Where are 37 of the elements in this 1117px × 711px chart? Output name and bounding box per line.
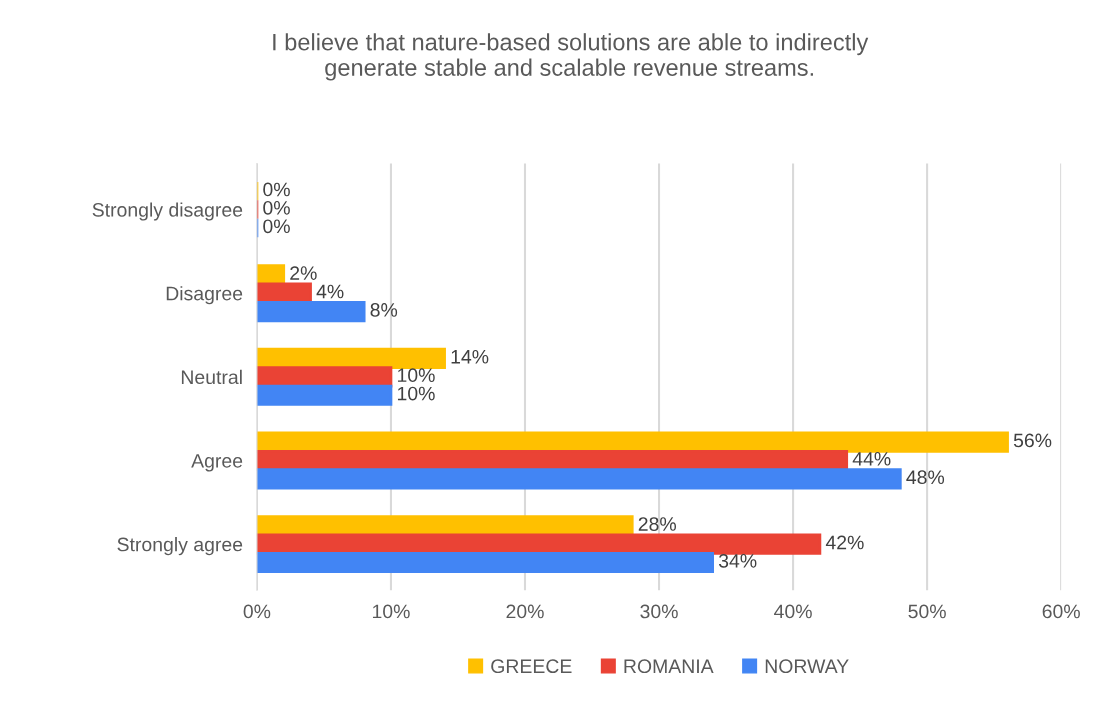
x-tick-label: 20% bbox=[506, 604, 544, 619]
data-label: 56% bbox=[1013, 433, 1052, 448]
data-label: 4% bbox=[316, 284, 344, 299]
data-label: 2% bbox=[290, 266, 317, 280]
data-label: 10% bbox=[397, 386, 435, 401]
data-label: 28% bbox=[638, 517, 676, 531]
data-label: 34% bbox=[718, 553, 757, 568]
data-label: 42% bbox=[825, 535, 864, 550]
data-label: 8% bbox=[370, 303, 398, 317]
legend-label: NORWAY bbox=[765, 659, 849, 674]
y-tick-label: Strongly agree bbox=[117, 537, 243, 556]
legend-label: GREECE bbox=[491, 659, 572, 674]
x-tick-label: 60% bbox=[1042, 604, 1080, 619]
bar bbox=[256, 551, 715, 574]
data-label: 44% bbox=[852, 452, 891, 466]
x-tick-label: 50% bbox=[908, 604, 946, 619]
chart-title: I believe that nature-based solutions are able to indirectly generate stable and scalable revenue streams. bbox=[273, 33, 869, 81]
data-label: 10% bbox=[397, 368, 435, 383]
x-tick-label: 0% bbox=[243, 604, 271, 619]
y-tick-label: Disagree bbox=[166, 286, 243, 305]
x-tick-label: 30% bbox=[640, 604, 678, 619]
bar bbox=[256, 384, 393, 406]
x-tick-label: 10% bbox=[372, 604, 410, 619]
data-label: 48% bbox=[906, 470, 945, 485]
y-tick-label: Agree bbox=[191, 454, 243, 472]
bar bbox=[256, 300, 366, 323]
bar bbox=[256, 431, 1009, 453]
y-tick-label: Strongly disagree bbox=[92, 202, 243, 221]
data-label: 0% bbox=[263, 219, 290, 234]
x-tick-label: 40% bbox=[774, 604, 812, 619]
legend-label: ROMANIA bbox=[624, 659, 714, 674]
data-label: 14% bbox=[451, 349, 489, 364]
bar bbox=[256, 468, 902, 490]
data-label: 0% bbox=[263, 182, 290, 197]
data-label: 0% bbox=[263, 200, 290, 215]
bar bbox=[256, 515, 634, 537]
y-tick-label: Neutral bbox=[181, 369, 242, 385]
